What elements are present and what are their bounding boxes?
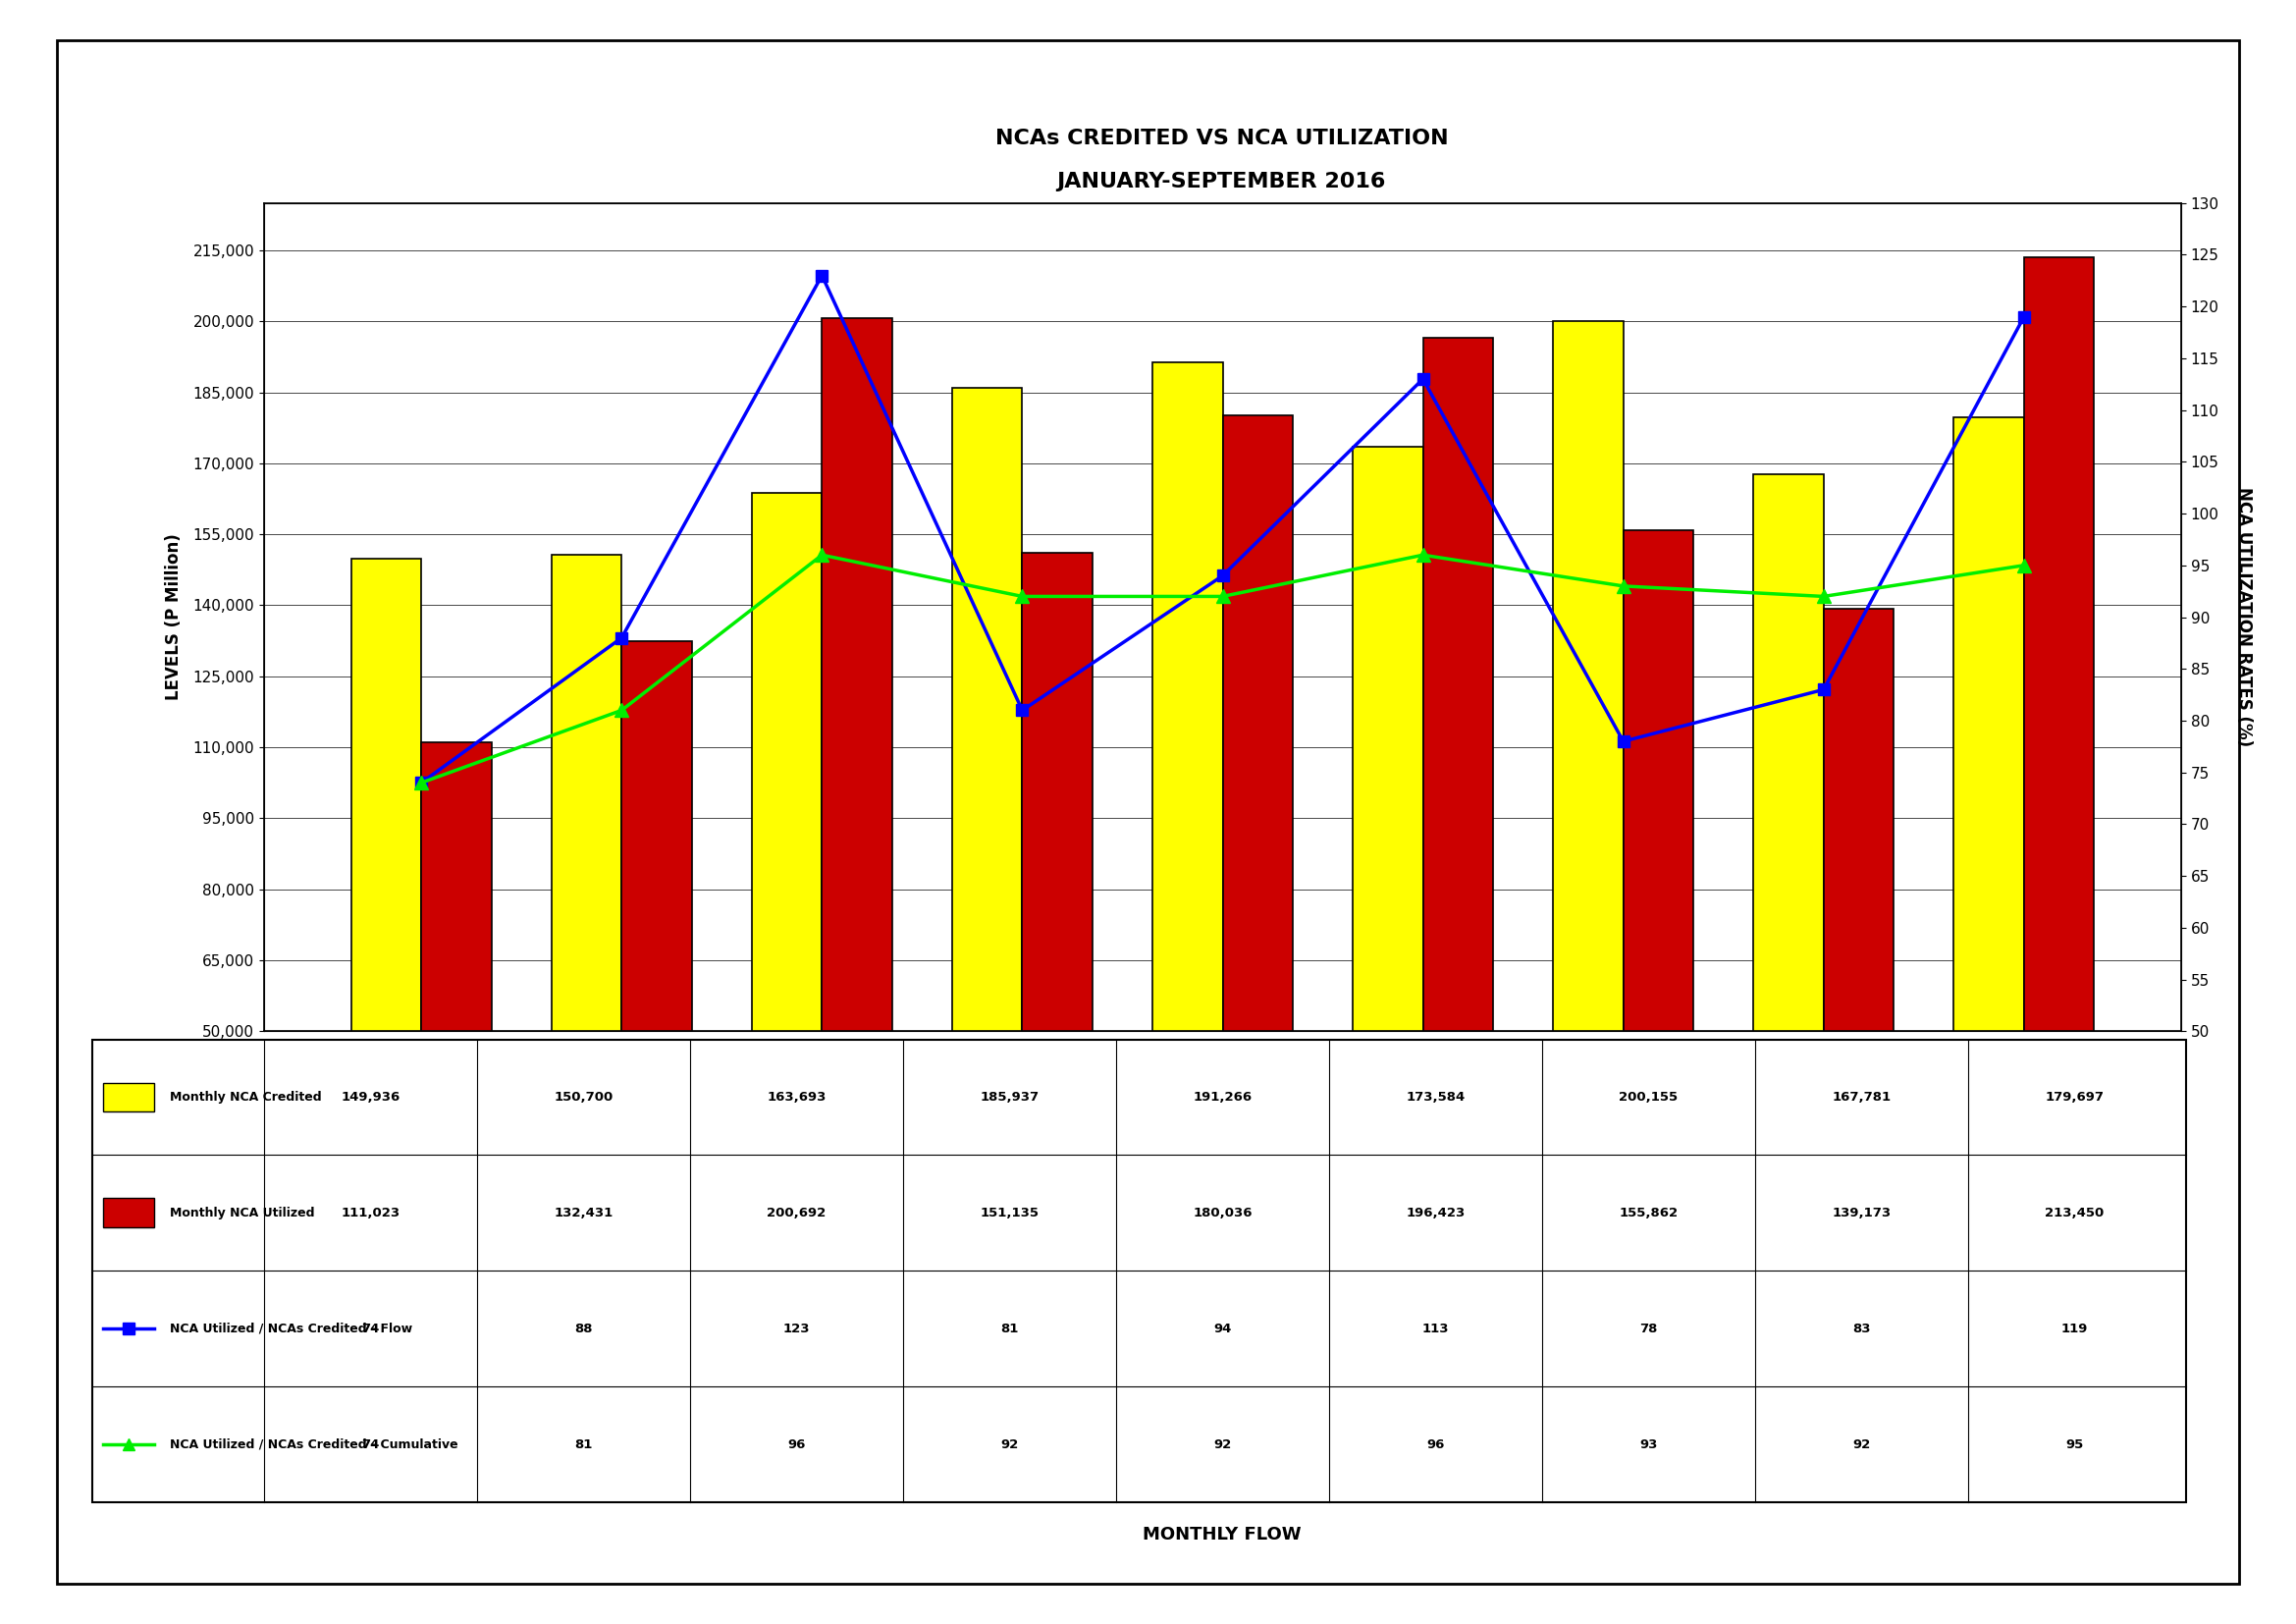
Bar: [822, 318, 893, 1268]
Text: 213,450: 213,450: [2046, 1207, 2103, 1220]
Text: 139,173: 139,173: [1832, 1207, 1892, 1220]
Text: 93: 93: [1639, 1437, 1658, 1450]
Text: JANUARY-SEPTEMBER 2016: JANUARY-SEPTEMBER 2016: [1056, 172, 1387, 192]
Text: 119: 119: [2062, 1322, 2087, 1335]
Bar: [1022, 552, 1093, 1268]
Text: 150,700: 150,700: [553, 1091, 613, 1104]
Text: 94: 94: [1215, 1322, 1231, 1335]
Bar: [622, 641, 691, 1268]
Text: 74: 74: [360, 1437, 379, 1450]
Bar: [420, 742, 491, 1268]
Text: 92: 92: [1215, 1437, 1231, 1450]
Bar: [1221, 416, 1293, 1268]
Text: 78: 78: [1639, 1322, 1658, 1335]
Text: 83: 83: [1853, 1322, 1871, 1335]
Text: 149,936: 149,936: [342, 1091, 400, 1104]
Text: 92: 92: [1001, 1437, 1019, 1450]
Text: 155,862: 155,862: [1619, 1207, 1678, 1220]
Text: 200,155: 200,155: [1619, 1091, 1678, 1104]
Text: 191,266: 191,266: [1194, 1091, 1251, 1104]
Text: 96: 96: [788, 1437, 806, 1450]
Bar: [953, 388, 1022, 1268]
Text: 179,697: 179,697: [2046, 1091, 2103, 1104]
Text: NCAs CREDITED VS NCA UTILIZATION: NCAs CREDITED VS NCA UTILIZATION: [994, 128, 1449, 148]
Y-axis label: LEVELS (P Million): LEVELS (P Million): [165, 534, 181, 700]
Text: 132,431: 132,431: [553, 1207, 613, 1220]
Text: 88: 88: [574, 1322, 592, 1335]
Text: 96: 96: [1426, 1437, 1444, 1450]
Text: 95: 95: [2066, 1437, 2085, 1450]
Text: 185,937: 185,937: [980, 1091, 1040, 1104]
Text: 123: 123: [783, 1322, 810, 1335]
Bar: [551, 555, 622, 1268]
Text: 180,036: 180,036: [1194, 1207, 1251, 1220]
Bar: [751, 494, 822, 1268]
Text: 81: 81: [574, 1437, 592, 1450]
Text: NCA Utilized / NCAs Credited - Cumulative: NCA Utilized / NCAs Credited - Cumulativ…: [170, 1437, 459, 1450]
Text: NCA Utilized / NCAs Credited - Flow: NCA Utilized / NCAs Credited - Flow: [170, 1322, 413, 1335]
Text: 173,584: 173,584: [1405, 1091, 1465, 1104]
Text: 167,781: 167,781: [1832, 1091, 1892, 1104]
Bar: [351, 559, 420, 1268]
Bar: [1823, 609, 1894, 1268]
Text: 111,023: 111,023: [342, 1207, 400, 1220]
Bar: [1954, 417, 2025, 1268]
Text: 196,423: 196,423: [1405, 1207, 1465, 1220]
Bar: [1424, 338, 1492, 1268]
Y-axis label: NCA UTILIZATION RATES (%): NCA UTILIZATION RATES (%): [2236, 487, 2252, 747]
Bar: [1623, 529, 1694, 1268]
Text: 200,692: 200,692: [767, 1207, 827, 1220]
Bar: [1552, 320, 1623, 1268]
Text: 151,135: 151,135: [980, 1207, 1040, 1220]
Text: 163,693: 163,693: [767, 1091, 827, 1104]
Text: MONTHLY FLOW: MONTHLY FLOW: [1141, 1527, 1302, 1543]
Bar: [1754, 474, 1823, 1268]
Text: Monthly NCA Credited: Monthly NCA Credited: [170, 1091, 321, 1104]
Text: 81: 81: [1001, 1322, 1019, 1335]
Bar: [1352, 447, 1424, 1268]
Text: 74: 74: [360, 1322, 379, 1335]
Bar: [1153, 362, 1221, 1268]
Text: Monthly NCA Utilized: Monthly NCA Utilized: [170, 1207, 315, 1220]
Bar: [2025, 258, 2094, 1268]
Text: 92: 92: [1853, 1437, 1871, 1450]
Text: 113: 113: [1421, 1322, 1449, 1335]
